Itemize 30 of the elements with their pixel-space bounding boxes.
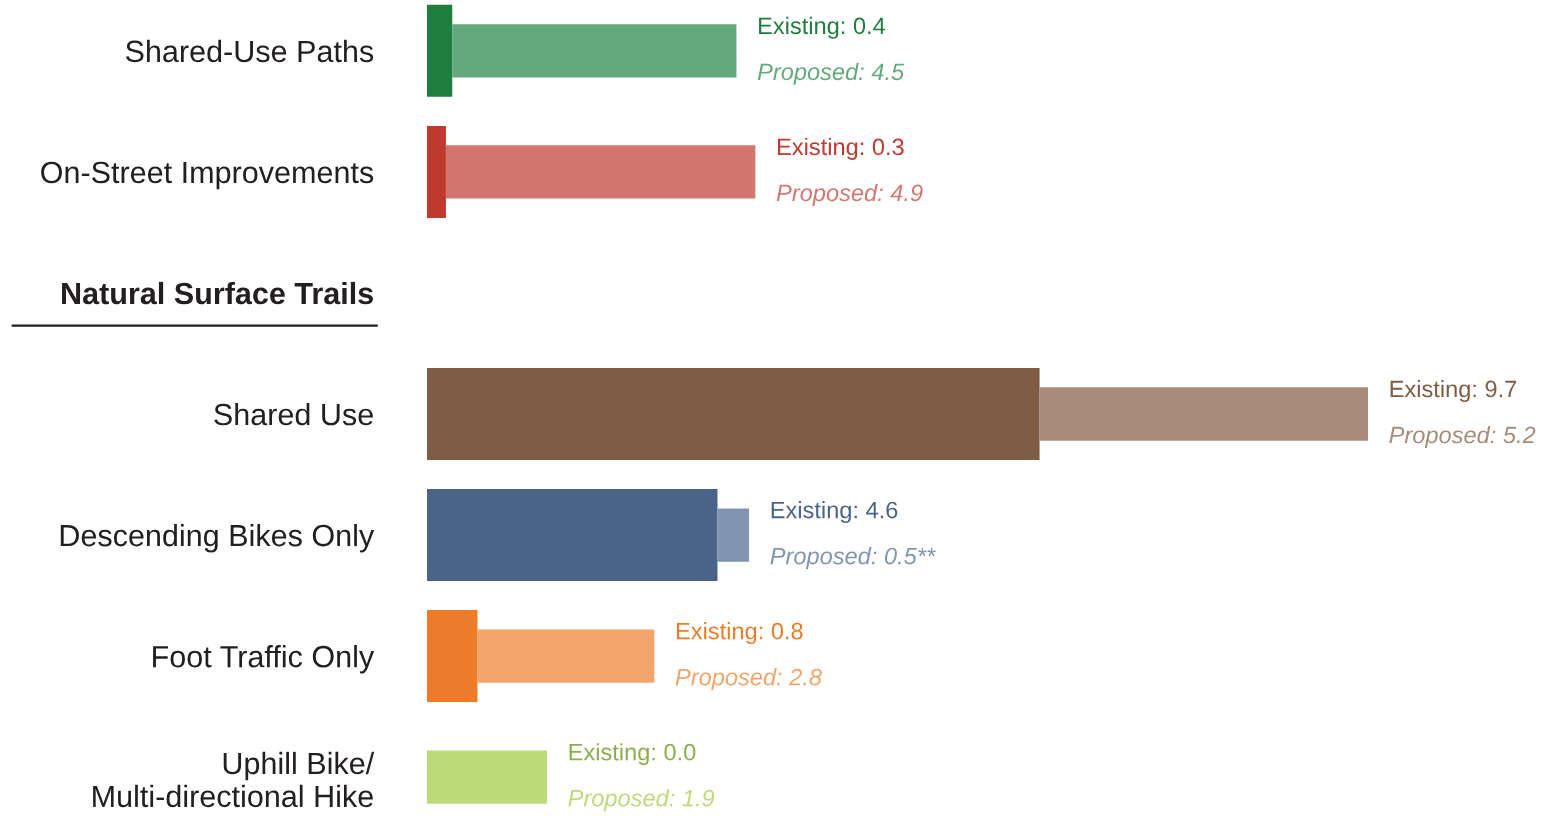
data-label: Proposed: 4.9 bbox=[776, 183, 923, 206]
bar bbox=[1039, 387, 1368, 441]
annotation: Existing: 0.8 bbox=[676, 622, 803, 645]
bar bbox=[452, 24, 737, 78]
annotation: Existing: 0.3 bbox=[778, 137, 904, 160]
bar bbox=[426, 125, 446, 218]
annotation: Existing: 0.4 bbox=[759, 16, 886, 39]
annotation: Existing: 0.0 bbox=[569, 743, 696, 766]
data-label: Proposed: 4.5 bbox=[757, 62, 905, 85]
y-tick-label: Shared Use bbox=[214, 402, 373, 426]
y-tick-label: Uphill Bike/ Multi-directional Hike bbox=[93, 751, 375, 808]
y-tick-label: Shared-Use Paths bbox=[125, 39, 374, 63]
bar bbox=[426, 610, 478, 703]
y-tick-label: On-Street Improvements bbox=[41, 161, 374, 190]
data-label: Proposed: 2.8 bbox=[675, 668, 822, 691]
annotation: Existing: 9.7 bbox=[1390, 380, 1517, 403]
y-tick-label: Natural Surface Trails bbox=[62, 281, 373, 305]
annotation: Existing: 4.6 bbox=[771, 501, 898, 524]
bar bbox=[426, 750, 547, 804]
data-label: Proposed: 0.5** bbox=[770, 547, 936, 570]
bar bbox=[477, 629, 655, 683]
data-label: Proposed: 1.9 bbox=[568, 789, 715, 812]
bar bbox=[426, 4, 453, 97]
y-tick-label: Descending Bikes Only bbox=[60, 523, 375, 553]
bar bbox=[445, 145, 756, 199]
y-tick-label: Foot Traffic Only bbox=[153, 645, 375, 674]
bar bbox=[717, 508, 750, 562]
bar bbox=[426, 489, 718, 582]
data-label: Proposed: 5.2 bbox=[1389, 426, 1536, 449]
bar bbox=[426, 368, 1040, 460]
